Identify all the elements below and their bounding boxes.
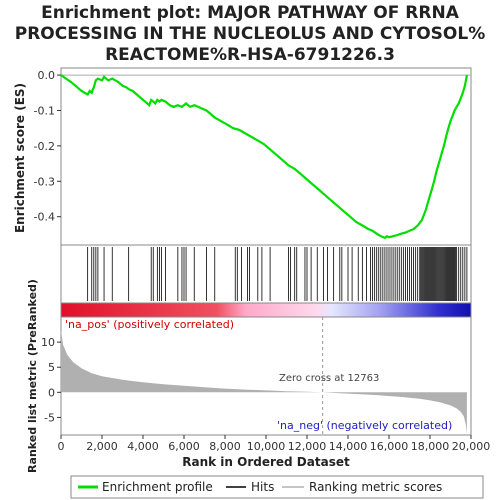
es-tick-label: -0.4 bbox=[34, 211, 55, 224]
metric-tick-label: 10 bbox=[41, 336, 55, 349]
pos-label: 'na_pos' (positively correlated) bbox=[65, 318, 234, 331]
chart-title-line-2: PROCESSING IN THE NUCLEOLUS AND CYTOSOL% bbox=[15, 24, 485, 44]
metric-panel bbox=[60, 316, 472, 436]
x-tick-label: 12,000 bbox=[288, 440, 327, 453]
metric-tick-label: 0 bbox=[48, 386, 55, 399]
zero-cross-label: Zero cross at 12763 bbox=[279, 373, 379, 384]
x-tick-label: 2,000 bbox=[86, 440, 118, 453]
chart-title-line-1: Enrichment plot: MAJOR PATHWAY OF RRNA bbox=[41, 3, 460, 23]
es-y-axis: 0.0 -0.1 -0.2 -0.3 -0.4 bbox=[34, 69, 61, 224]
x-axis: 0 2,000 4,000 6,000 8,000 10,000 12,000 14,000 1… bbox=[58, 435, 491, 453]
metric-y-axis: 10 5 0 -5 bbox=[41, 336, 61, 424]
hits-series bbox=[87, 247, 468, 301]
x-tick-label: 10,000 bbox=[247, 440, 286, 453]
es-tick-label: -0.3 bbox=[34, 175, 55, 188]
x-tick-label: 20,000 bbox=[452, 440, 491, 453]
metric-tick-label: 5 bbox=[48, 361, 55, 374]
es-tick-label: 0.0 bbox=[38, 69, 56, 82]
x-tick-label: 8,000 bbox=[209, 440, 241, 453]
metric-tick-label: -5 bbox=[44, 411, 55, 424]
es-y-axis-label: Enrichment score (ES) bbox=[13, 83, 27, 233]
legend: Enrichment profile Hits Ranking metric s… bbox=[70, 475, 484, 499]
x-tick-label: 0 bbox=[58, 440, 65, 453]
x-tick-label: 4,000 bbox=[127, 440, 159, 453]
es-tick-label: -0.2 bbox=[34, 140, 55, 153]
legend-enrichment-profile: Enrichment profile bbox=[102, 480, 213, 494]
chart-title-line-3: REACTOME%R-HSA-6791226.3 bbox=[105, 45, 395, 65]
legend-hits: Hits bbox=[251, 480, 274, 494]
neg-label: 'na_neg' (negatively correlated) bbox=[277, 419, 452, 432]
enrichment-profile-line bbox=[60, 74, 468, 240]
x-axis-label: Rank in Ordered Dataset bbox=[182, 455, 350, 469]
enrichment-profile-series bbox=[60, 74, 468, 240]
x-tick-label: 16,000 bbox=[370, 440, 409, 453]
x-tick-label: 14,000 bbox=[329, 440, 368, 453]
hits-panel bbox=[60, 244, 472, 304]
legend-box bbox=[70, 475, 484, 499]
legend-ranking-metric: Ranking metric scores bbox=[309, 480, 442, 494]
es-panel bbox=[60, 67, 472, 246]
x-tick-label: 18,000 bbox=[411, 440, 450, 453]
heatmap-bar bbox=[60, 302, 472, 318]
es-tick-label: -0.1 bbox=[34, 104, 55, 117]
metric-y-axis-label: Ranked list metric (PreRanked) bbox=[26, 279, 39, 473]
x-tick-label: 6,000 bbox=[168, 440, 200, 453]
